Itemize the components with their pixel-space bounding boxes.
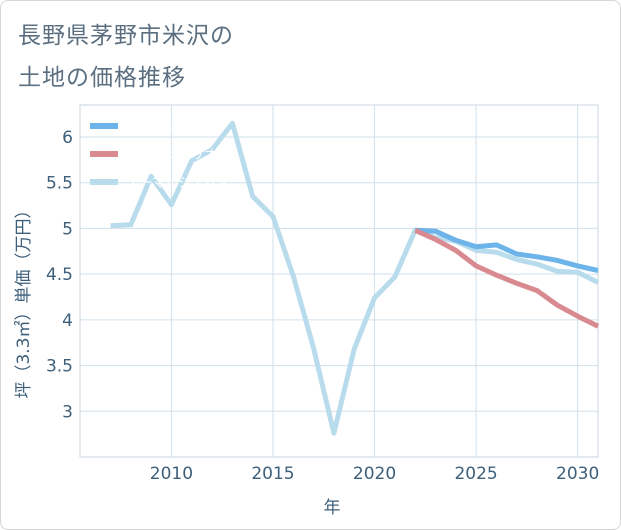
y-axis-title: 坪（3.3㎡）単価（万円） (14, 201, 34, 398)
x-axis-title: 年 (324, 498, 341, 518)
y-tick-label: 4 (62, 311, 73, 331)
series-line-normal (110, 120, 600, 436)
x-tick-label: 2020 (353, 464, 396, 484)
series-lines (110, 120, 600, 436)
legend-label-normal: ノーマルシナリオ (126, 176, 230, 191)
y-tick-label: 5.5 (46, 174, 73, 194)
y-axis-ticks: 3 3.5 4 4.5 5 5.5 6 (46, 128, 73, 422)
y-tick-label: 6 (62, 128, 73, 148)
chart-title-line-1: 長野県茅野市米沢の (18, 23, 234, 49)
y-tick-label: 4.5 (46, 265, 73, 285)
x-tick-label: 2015 (251, 464, 294, 484)
y-tick-label: 3 (62, 402, 73, 422)
grid-lines (80, 105, 598, 457)
y-tick-label: 5 (62, 219, 73, 239)
series-line-bad (414, 228, 600, 329)
x-tick-label: 2025 (454, 464, 497, 484)
x-axis-ticks: 2010 2015 2020 2025 2030 (150, 464, 600, 484)
legend-label-bad: バッドシナリオ (126, 148, 217, 163)
x-tick-label: 2010 (150, 464, 193, 484)
legend-label-good: グッドシナリオ (126, 120, 217, 135)
y-tick-label: 3.5 (46, 357, 73, 377)
chart-title-line-2: 土地の価格推移 (18, 65, 186, 91)
series-line-good (415, 227, 599, 273)
x-tick-label: 2030 (556, 464, 599, 484)
